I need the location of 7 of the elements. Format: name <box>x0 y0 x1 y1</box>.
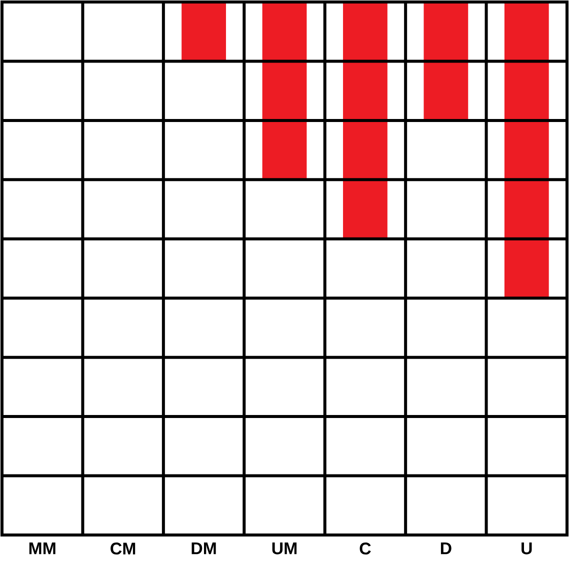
x-tick-label: C <box>360 542 371 555</box>
x-tick-label: MM <box>29 542 56 554</box>
x-tick-label: U <box>522 542 532 554</box>
x-tick-label: DM <box>192 542 216 554</box>
x-tick-label: UM <box>272 542 297 554</box>
x-tick-label: CM <box>110 542 136 555</box>
x-tick-label: D <box>440 542 452 554</box>
